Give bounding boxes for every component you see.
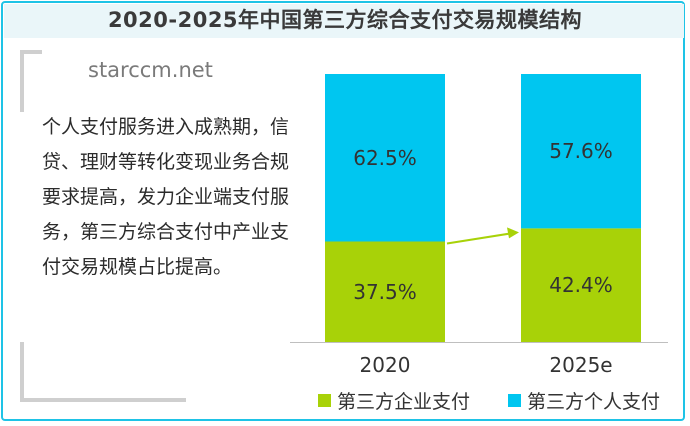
- bar-enterprise-1: [521, 228, 641, 342]
- description-text: 个人支付服务进入成熟期，信贷、理财等转化变现业务合规要求提高，发力企业端支付服务…: [42, 116, 290, 278]
- bar-personal-0: [325, 74, 445, 242]
- corner-bracket-bottom-vertical: [20, 342, 24, 402]
- bar-enterprise-0: [325, 241, 445, 342]
- x-tick-label-1: 2025e: [549, 353, 612, 377]
- title-bar: [4, 4, 684, 38]
- legend-item-enterprise: 第三方企业支付: [318, 388, 471, 413]
- data-label-enterprise-1: 42.4%: [549, 273, 613, 297]
- legend-swatch-enterprise: [318, 393, 331, 407]
- legend-label-personal: 第三方个人支付: [527, 390, 661, 413]
- data-label-personal-0: 62.5%: [353, 146, 417, 170]
- legend-item-personal: 第三方个人支付: [508, 388, 661, 413]
- corner-bracket-top: [20, 50, 42, 54]
- corner-bracket-bottom: [20, 398, 186, 402]
- legend-label-enterprise: 第三方企业支付: [337, 390, 471, 413]
- trend-arrow-head: [507, 227, 519, 239]
- data-label-enterprise-0: 37.5%: [353, 280, 417, 304]
- x-tick-label-0: 2020: [360, 353, 411, 377]
- corner-bracket-top-vertical: [20, 50, 24, 112]
- bar-personal-1: [521, 74, 641, 229]
- legend-swatch-personal: [508, 393, 521, 407]
- chart-title: 2020-2025年中国第三方综合支付交易规模结构: [107, 8, 583, 32]
- trend-arrow-line: [446, 232, 512, 245]
- data-label-personal-1: 57.6%: [549, 139, 613, 163]
- watermark: starccm.net: [88, 58, 213, 82]
